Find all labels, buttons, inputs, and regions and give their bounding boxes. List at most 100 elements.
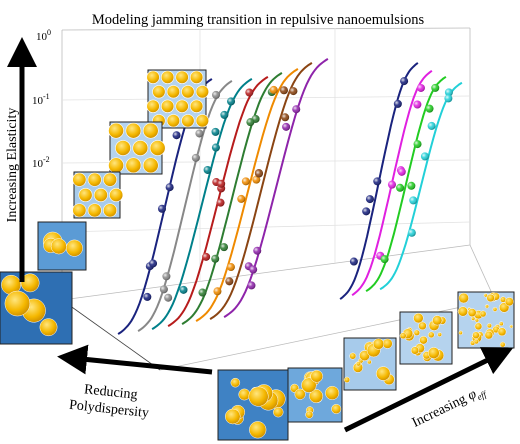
droplet <box>20 273 40 293</box>
droplet <box>142 122 159 139</box>
sphere-shine <box>407 181 416 190</box>
droplet <box>410 346 420 355</box>
droplet <box>497 327 507 337</box>
sphere-shine <box>281 113 290 122</box>
y-tick-label: 10-1 <box>32 92 50 107</box>
sphere-shine <box>203 165 212 174</box>
sphere-shine <box>409 196 418 205</box>
sphere-shine <box>226 263 235 272</box>
droplet <box>470 316 476 321</box>
droplet <box>248 386 269 407</box>
droplet <box>108 157 124 174</box>
droplet <box>72 172 87 187</box>
droplet <box>509 324 514 329</box>
droplet <box>367 359 372 365</box>
droplet <box>294 388 306 400</box>
sphere-shine <box>444 94 453 103</box>
droplet <box>230 377 241 388</box>
droplet <box>189 99 204 113</box>
droplet <box>419 335 428 345</box>
sphere-shine <box>216 198 225 207</box>
droplet <box>181 114 195 128</box>
droplet <box>458 330 463 336</box>
sphere-shine <box>245 88 254 97</box>
droplet <box>479 310 487 318</box>
sphere-shine <box>282 122 291 131</box>
tiles <box>0 69 515 441</box>
droplet <box>413 312 424 324</box>
sphere-shine <box>162 272 171 281</box>
droplet <box>467 308 477 318</box>
droplet <box>87 172 102 187</box>
droplet <box>486 293 495 303</box>
sphere-shine <box>246 118 255 127</box>
sphere-shine <box>237 194 246 203</box>
droplet <box>427 347 440 359</box>
curve <box>137 80 233 332</box>
sphere-shine <box>191 153 200 162</box>
droplet <box>249 421 267 439</box>
droplet <box>472 331 480 339</box>
droplet <box>399 332 407 340</box>
droplet <box>125 122 142 139</box>
droplet <box>152 85 166 99</box>
droplet <box>146 99 160 113</box>
droplet <box>486 323 492 329</box>
droplet <box>301 377 317 393</box>
sphere-shine <box>164 293 173 302</box>
sphere-shine <box>269 85 278 94</box>
sphere-shine <box>427 121 436 130</box>
droplet <box>125 157 142 174</box>
curve <box>195 68 299 322</box>
droplet <box>103 203 118 218</box>
droplet <box>372 338 385 350</box>
droplet <box>78 187 93 203</box>
sphere-shine <box>252 175 261 184</box>
droplet <box>181 85 195 99</box>
droplet <box>109 187 124 203</box>
sphere-shine <box>393 99 402 108</box>
droplet <box>93 187 108 203</box>
sphere-shine <box>211 127 220 136</box>
droplet <box>305 410 314 419</box>
droplet <box>492 307 498 312</box>
droplet <box>413 329 421 336</box>
sphere-shine <box>425 104 434 113</box>
sphere-shine <box>255 169 264 178</box>
sphere-shine <box>157 204 166 213</box>
droplet <box>457 306 468 317</box>
y-tick-label: 100 <box>36 28 51 43</box>
droplet <box>428 331 435 339</box>
droplet <box>146 70 160 84</box>
sphere-shine <box>380 255 389 264</box>
droplet <box>504 297 514 307</box>
sphere-shine <box>362 207 371 216</box>
sphere-shine <box>219 243 228 252</box>
sphere-shine <box>253 246 262 255</box>
droplet <box>50 238 67 255</box>
arrow <box>57 344 213 375</box>
droplet <box>418 321 427 331</box>
droplet <box>499 341 506 348</box>
sphere-shine <box>241 177 250 186</box>
curve <box>181 72 283 325</box>
droplet <box>195 85 210 99</box>
sphere-shine <box>211 143 220 152</box>
droplet <box>325 385 340 400</box>
droplet <box>432 315 443 326</box>
sphere-shine <box>397 167 406 176</box>
sphere-shine <box>420 152 429 161</box>
sphere-shine <box>172 131 181 140</box>
droplet <box>458 292 469 304</box>
arrow-label: Increasing Elasticity <box>5 108 20 223</box>
droplet <box>160 70 175 84</box>
sphere-shine <box>289 87 298 96</box>
droplet <box>195 114 210 128</box>
droplet <box>175 70 189 84</box>
arrow <box>343 347 514 433</box>
sphere-shine <box>396 183 405 192</box>
sphere-shine <box>444 88 453 97</box>
curve <box>151 78 253 330</box>
sphere-shine <box>387 180 396 189</box>
